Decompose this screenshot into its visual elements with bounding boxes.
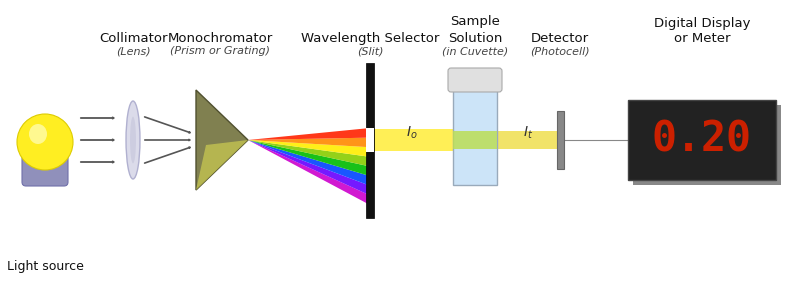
Polygon shape <box>196 90 248 190</box>
Text: Sample
Solution: Sample Solution <box>448 15 502 45</box>
FancyBboxPatch shape <box>633 105 781 185</box>
Text: (Slit): (Slit) <box>357 46 383 56</box>
Text: (Photocell): (Photocell) <box>530 46 590 56</box>
FancyBboxPatch shape <box>22 148 68 186</box>
Bar <box>557 111 563 169</box>
Ellipse shape <box>126 101 140 179</box>
Polygon shape <box>248 140 370 205</box>
Bar <box>366 62 374 217</box>
Text: 0.20: 0.20 <box>652 119 752 161</box>
Polygon shape <box>248 140 370 176</box>
Bar <box>366 128 374 152</box>
Polygon shape <box>196 140 248 190</box>
Text: Wavelength Selector: Wavelength Selector <box>301 32 439 45</box>
Text: (Prism or Grating): (Prism or Grating) <box>170 46 270 56</box>
FancyBboxPatch shape <box>628 100 776 180</box>
Bar <box>497 131 560 149</box>
Polygon shape <box>248 138 370 147</box>
Text: (in Cuvette): (in Cuvette) <box>442 46 508 56</box>
Text: (Lens): (Lens) <box>116 46 150 56</box>
Text: Collimator: Collimator <box>98 32 167 45</box>
Polygon shape <box>248 140 370 186</box>
Polygon shape <box>248 140 370 157</box>
Bar <box>453 85 497 185</box>
Text: Light source: Light source <box>6 260 83 273</box>
Text: $I_t$: $I_t$ <box>523 125 534 141</box>
Text: Monochromator: Monochromator <box>167 32 273 45</box>
FancyBboxPatch shape <box>448 68 502 92</box>
Polygon shape <box>248 140 370 195</box>
Polygon shape <box>248 128 370 140</box>
Text: Digital Display
or Meter: Digital Display or Meter <box>654 17 750 45</box>
Ellipse shape <box>130 117 136 163</box>
Ellipse shape <box>29 124 47 144</box>
Bar <box>374 129 453 151</box>
Text: $I_o$: $I_o$ <box>406 125 418 141</box>
Ellipse shape <box>17 114 73 170</box>
Bar <box>453 131 497 149</box>
Polygon shape <box>248 140 370 166</box>
Text: Detector: Detector <box>531 32 589 45</box>
